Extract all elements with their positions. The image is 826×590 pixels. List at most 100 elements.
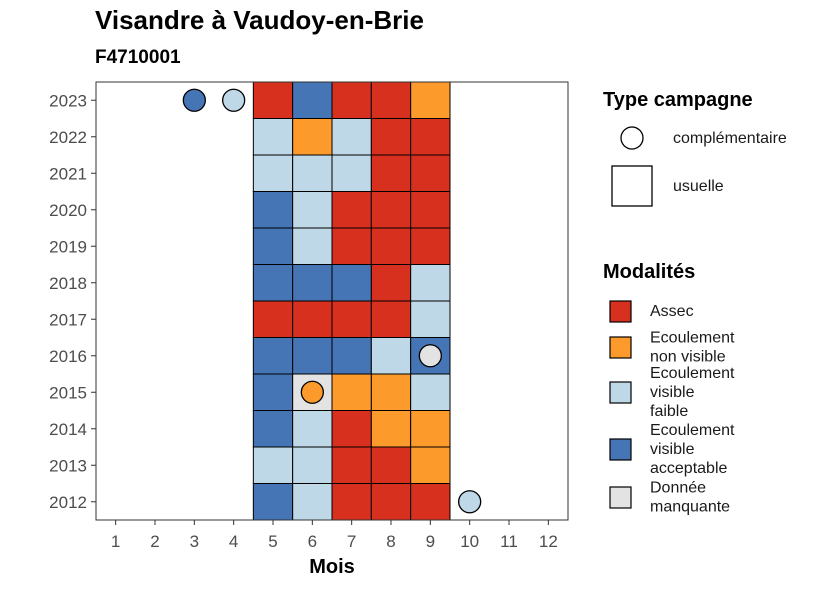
tile-2019-8 [370, 227, 412, 265]
tile-2023-6 [292, 81, 333, 119]
legend-modalite-label: Assec [650, 303, 694, 320]
tile-2013-8 [370, 446, 412, 484]
tile-2014-8 [370, 410, 412, 448]
chart-title: Visandre à Vaudoy-en-Brie [95, 5, 424, 35]
tile-2020-6 [292, 191, 333, 229]
tile-2019-9 [410, 227, 451, 265]
tile-2022-9 [410, 118, 451, 156]
tile-2023-9 [410, 81, 451, 119]
x-tick-label: 7 [347, 532, 356, 551]
y-tick-label: 2022 [49, 128, 87, 147]
tile-2014-6 [292, 410, 333, 448]
tile-2015-9 [410, 373, 451, 411]
point-2023-4 [222, 88, 246, 112]
legend-key-ecoulement-visible-acceptable [609, 438, 632, 461]
tile-2017-5 [252, 300, 294, 338]
tile-2021-6 [292, 154, 333, 192]
y-tick-label: 2014 [49, 420, 87, 439]
tile-2015-5 [252, 373, 294, 411]
tile-2021-9 [410, 154, 451, 192]
x-tick-label: 12 [539, 532, 558, 551]
y-tick-label: 2021 [49, 164, 87, 183]
tile-2016-7 [331, 337, 372, 375]
tile-2019-5 [252, 227, 294, 265]
tile-2015-8 [370, 373, 412, 411]
tile-2018-8 [370, 264, 412, 302]
legend-square-symbol [611, 165, 653, 207]
tile-2014-7 [331, 410, 372, 448]
tile-2012-5 [252, 483, 294, 521]
tile-2015-7 [331, 373, 372, 411]
tile-2019-7 [331, 227, 372, 265]
legend-modalite-label: Donnée manquante [650, 480, 730, 516]
tile-2013-7 [331, 446, 372, 484]
legend-campagne-label: usuelle [673, 178, 724, 195]
tile-2017-7 [331, 300, 372, 338]
tile-2012-6 [292, 483, 333, 521]
tile-2023-5 [252, 81, 294, 119]
tile-2022-7 [331, 118, 372, 156]
tile-2021-8 [370, 154, 412, 192]
tile-2020-7 [331, 191, 372, 229]
legend-modalite-label: Ecoulement non visible [650, 330, 735, 366]
y-tick-label: 2018 [49, 274, 87, 293]
tile-2022-5 [252, 118, 294, 156]
tile-2013-5 [252, 446, 294, 484]
y-tick-label: 2013 [49, 456, 87, 475]
tile-2023-7 [331, 81, 372, 119]
tile-2014-5 [252, 410, 294, 448]
tile-2013-9 [410, 446, 451, 484]
tile-2018-6 [292, 264, 333, 302]
x-tick-label: 9 [426, 532, 435, 551]
tile-2012-7 [331, 483, 372, 521]
x-tick-label: 8 [386, 532, 395, 551]
tile-2019-6 [292, 227, 333, 265]
y-tick-label: 2020 [49, 201, 87, 220]
x-axis-title: Mois [309, 556, 355, 578]
x-tick-label: 11 [500, 532, 518, 551]
y-tick-label: 2012 [49, 493, 87, 512]
legend-campagne-title: Type campagne [603, 89, 753, 111]
y-tick-label: 2017 [49, 310, 87, 329]
tile-2013-6 [292, 446, 333, 484]
y-tick-label: 2015 [49, 383, 87, 402]
legend-key-donn-e-manquante [609, 486, 632, 509]
legend-modalite-label: Ecoulement visible faible [650, 365, 735, 420]
x-tick-label: 1 [111, 532, 120, 551]
tile-2016-6 [292, 337, 333, 375]
tile-2020-5 [252, 191, 294, 229]
x-tick-label: 6 [308, 532, 317, 551]
tile-2023-8 [370, 81, 412, 119]
tile-2020-9 [410, 191, 451, 229]
y-tick-label: 2023 [49, 91, 87, 110]
tile-2016-8 [370, 337, 412, 375]
legend-campagne-label: complémentaire [673, 130, 787, 147]
legend-key-assec [609, 300, 632, 323]
tile-2021-7 [331, 154, 372, 192]
legend-key-ecoulement-visible-faible [609, 381, 632, 404]
y-tick-label: 2016 [49, 347, 87, 366]
legend-circle-symbol [620, 126, 644, 150]
tile-2018-7 [331, 264, 372, 302]
tile-2016-5 [252, 337, 294, 375]
tile-2017-6 [292, 300, 333, 338]
legend-key-ecoulement-non-visible [609, 336, 632, 359]
x-tick-label: 4 [229, 532, 238, 551]
tile-2021-5 [252, 154, 294, 192]
point-2012-10 [458, 490, 482, 514]
x-tick-label: 3 [190, 532, 199, 551]
tile-2012-8 [370, 483, 412, 521]
point-2015-6 [300, 380, 324, 404]
tile-2018-9 [410, 264, 451, 302]
x-tick-label: 5 [268, 532, 277, 551]
plot-panel-border [95, 81, 569, 521]
point-2016-9 [418, 344, 442, 368]
legend-modalites-title: Modalités [603, 261, 695, 283]
chart-subtitle: F4710001 [95, 47, 181, 68]
tile-2017-8 [370, 300, 412, 338]
tile-2012-9 [410, 483, 451, 521]
tile-2022-8 [370, 118, 412, 156]
y-tick-label: 2019 [49, 237, 87, 256]
tile-2018-5 [252, 264, 294, 302]
